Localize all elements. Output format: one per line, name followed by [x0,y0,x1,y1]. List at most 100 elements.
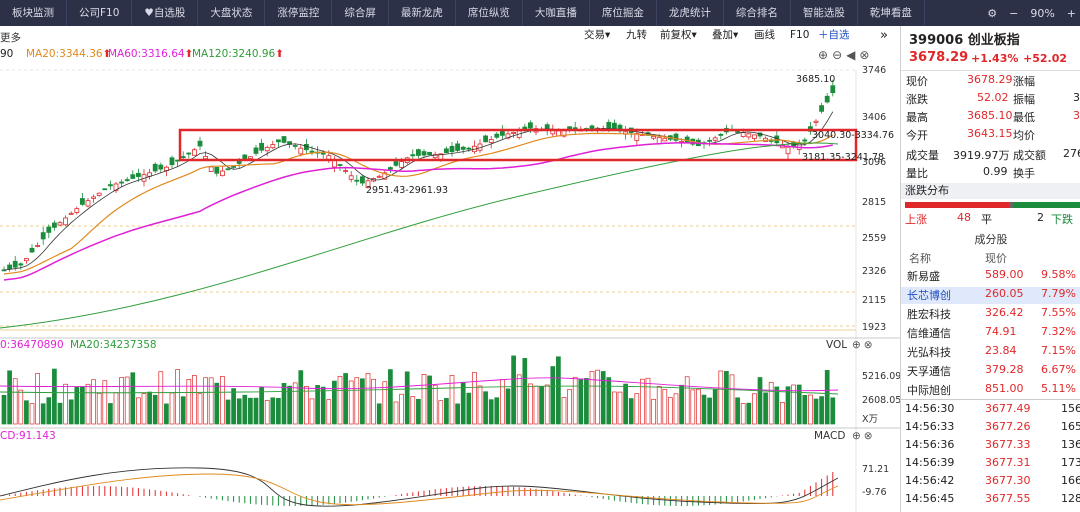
tab-market-status[interactable]: 大盘状态 [198,0,266,26]
constituent-row[interactable]: 光弘科技 23.84 7.15% [901,344,1080,361]
candle-body [40,232,46,240]
zoom-out-icon[interactable]: − [1009,6,1019,20]
volume-bar [63,383,68,425]
kline-chart[interactable] [0,26,900,512]
macd-dif-line [0,467,839,507]
volume-bar [718,370,724,425]
tab-company-f10[interactable]: 公司F10 [67,0,133,26]
constituent-row[interactable]: 长芯博创 260.05 7.79% [901,287,1080,304]
volume-bar [634,393,640,425]
tab-market-watch[interactable]: 乾坤看盘 [858,0,925,26]
candle-body [320,152,326,155]
back-icon[interactable]: ◀ [846,48,860,62]
volume-bar [516,374,522,425]
candle-body [124,179,130,181]
volume-bar [774,386,780,425]
candle-body [52,222,57,228]
volume-bar [567,389,572,425]
draw-line-button[interactable]: 画线 [754,29,775,41]
vol-controls[interactable]: ⊕⊗ [852,339,876,351]
tab-dragon-tiger-stats[interactable]: 龙虎统计 [657,0,724,26]
add-watchlist-button[interactable]: ＋自选 [818,29,850,41]
candle-body [247,156,253,159]
trade-button[interactable]: 交易▾ [584,29,611,41]
stat-row: 量比 0.99 换手 [906,165,1035,180]
volume-bar [617,391,623,425]
plus-icon: ＋ [818,29,829,41]
volume-bar [600,371,606,425]
macd-dea-line [0,473,839,506]
constituent-row[interactable]: 胜宏科技 326.42 7.55% [901,306,1080,323]
candle-body [432,153,438,159]
candle-body [830,85,836,94]
expand-panel-icon[interactable]: » [880,28,888,43]
stock-name: 长芯博创 [907,289,951,302]
volume-bar [354,377,360,425]
stat-row: 现价 3678.29 涨幅 [906,73,1035,88]
macd-controls[interactable]: ⊕⊗ [852,430,876,442]
tick-time: 14:56:36 [905,438,955,451]
stock-name: 中际旭创 [907,384,951,397]
tab-sector-monitor[interactable]: 板块监测 [0,0,67,26]
zoom-out-chart-icon[interactable]: ⊖ [832,48,847,62]
tab-live-stream[interactable]: 大咖直播 [523,0,590,26]
tab-composite-screen[interactable]: 综合屏 [332,0,389,26]
volume-bar [276,397,281,425]
volume-bar [757,377,763,425]
nine-turn-button[interactable]: 九转 [626,29,647,41]
close-icon[interactable]: ⊗ [859,48,874,62]
tab-seat-mining[interactable]: 席位掘金 [590,0,657,26]
volume-bar [432,384,438,425]
box-upper-annotation: 3040.30-3334.76 [812,130,894,141]
volume-bar [712,389,718,425]
candle-body [96,192,102,196]
tab-watchlist[interactable]: ♥自选股 [132,0,199,26]
candle-body [410,154,416,157]
stock-pct: 7.79% [1041,287,1076,300]
constituent-row[interactable]: 天孚通信 379.28 6.67% [901,363,1080,380]
volume-bar [544,384,550,425]
volume-bar [24,400,29,425]
tab-limit-up-monitor[interactable]: 涨停监控 [265,0,333,26]
more-indicators-button[interactable]: 更多 [0,32,21,44]
volume-bar [147,391,152,425]
chart-zoom-controls[interactable]: ⊕⊖◀⊗ [818,48,873,62]
breadth-header: 涨跌分布 [901,183,1080,199]
volume-bar [152,394,158,425]
candle-body [180,156,186,158]
tab-latest-dragon-tiger[interactable]: 最新龙虎 [389,0,456,26]
volume-bar [410,396,416,425]
low-annotation: 2951.43-2961.93 [366,185,448,196]
overlay-button[interactable]: 叠加▾ [712,29,739,41]
volume-bar [612,391,617,425]
volume-bar [483,391,488,425]
f10-button[interactable]: F10 [790,29,810,41]
zoom-in-icon[interactable]: + [1066,6,1076,20]
volume-bar [791,384,796,425]
volume-bar [320,386,326,425]
volume-bar [259,386,264,425]
constituent-row[interactable]: 信维通信 74.91 7.32% [901,325,1080,342]
candle-body [275,139,281,143]
candle-body [824,95,830,103]
volume-bar [808,394,813,425]
volume-bar [393,401,399,425]
volume-bar [696,388,701,425]
adjust-button[interactable]: 前复权▾ [660,29,697,41]
price-axis-label: 3746 [862,65,887,76]
tab-seat-overview[interactable]: 席位纵览 [456,0,523,26]
stat-row: 今开 3643.15 均价 [906,127,1035,142]
constituent-row[interactable]: 中际旭创 851.00 5.11% [901,382,1080,399]
volume-bar [220,376,225,425]
candle-body [203,156,209,160]
tab-composite-ranking[interactable]: 综合排名 [724,0,791,26]
candle-body [186,152,192,155]
volume-bar [488,399,494,425]
tab-smart-screener[interactable]: 智能选股 [791,0,858,26]
stock-price: 379.28 [985,363,1024,376]
tick-time: 14:56:33 [905,420,955,433]
volume-bar [270,397,276,425]
settings-icon[interactable]: ⚙ [987,6,998,20]
zoom-in-chart-icon[interactable]: ⊕ [818,48,833,62]
constituent-row[interactable]: 新易盛 589.00 9.58% [901,268,1080,285]
